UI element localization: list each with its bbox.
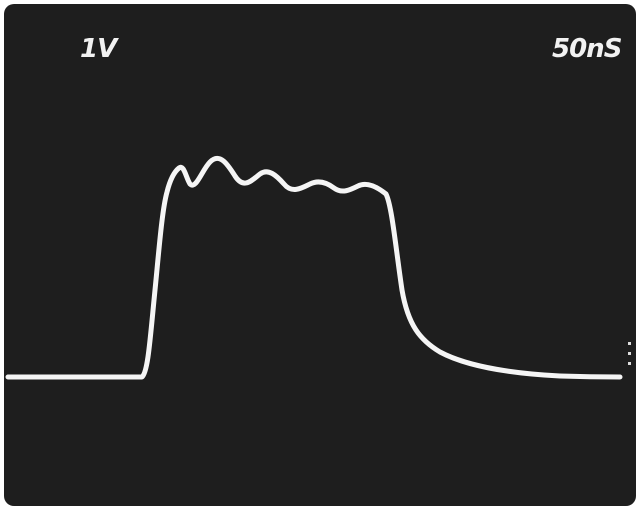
marker-dot <box>628 362 631 365</box>
volts-per-division-readout: 1V <box>80 34 117 64</box>
trigger-level-marker <box>626 342 634 382</box>
marker-dot <box>628 342 631 345</box>
time-per-division-readout: 50nS <box>552 34 622 64</box>
pulse-waveform <box>5 155 623 380</box>
oscilloscope-screen: 1V 50nS <box>4 4 636 506</box>
marker-dot <box>628 352 631 355</box>
